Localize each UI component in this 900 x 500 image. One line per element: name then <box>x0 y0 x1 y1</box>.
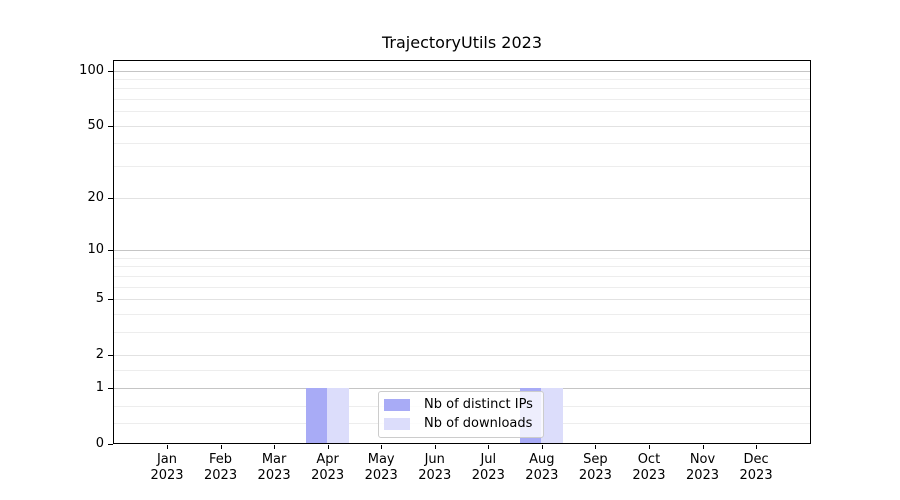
x-tick <box>648 445 650 449</box>
minor-gridline <box>114 78 810 80</box>
y-tick <box>108 298 113 300</box>
x-tick-label: Oct 2023 <box>619 452 679 484</box>
legend-label-distinct-ips: Nb of distinct IPs <box>424 397 533 413</box>
x-tick <box>381 445 383 449</box>
x-tick-month: Feb <box>209 452 233 467</box>
x-tick <box>702 445 704 449</box>
legend-swatch-downloads <box>384 417 410 430</box>
legend-entry-downloads: Nb of downloads <box>384 415 537 433</box>
y-tick <box>108 249 113 251</box>
x-tick-label: Jul 2023 <box>458 452 518 484</box>
x-tick-label: Dec 2023 <box>726 452 786 484</box>
x-tick-label: Aug 2023 <box>512 452 572 484</box>
x-tick-month: Nov <box>689 452 716 467</box>
y-tick-label: 2 <box>95 347 104 363</box>
minor-gridline <box>114 369 810 371</box>
x-tick-year: 2023 <box>204 468 238 483</box>
bar-downloads <box>327 387 349 443</box>
minor-gridline <box>114 286 810 288</box>
major-gridline <box>114 70 810 72</box>
y-tick <box>108 70 113 72</box>
major-gridline <box>114 298 810 300</box>
x-tick <box>327 445 329 449</box>
y-tick-label: 100 <box>79 62 104 78</box>
x-tick-label: Nov 2023 <box>673 452 733 484</box>
x-tick-year: 2023 <box>632 468 666 483</box>
x-tick-month: Aug <box>529 452 555 467</box>
x-tick-month: Jan <box>156 452 178 467</box>
x-tick-month: Jul <box>480 452 497 467</box>
x-tick-year: 2023 <box>739 468 773 483</box>
minor-gridline <box>114 275 810 277</box>
major-gridline <box>114 387 810 389</box>
minor-gridline <box>114 88 810 90</box>
legend-entry-distinct-ips: Nb of distinct IPs <box>384 396 537 414</box>
x-tick <box>274 445 276 449</box>
x-tick-label: May 2023 <box>351 452 411 484</box>
y-tick <box>108 197 113 199</box>
bar-distinct-ips <box>305 387 328 443</box>
major-gridline <box>114 197 810 199</box>
chart-title: TrajectoryUtils 2023 <box>381 33 542 52</box>
x-tick-month: Jun <box>424 452 445 467</box>
minor-gridline <box>114 331 810 333</box>
legend-swatch-distinct-ips <box>384 399 410 412</box>
major-gridline <box>114 249 810 251</box>
minor-gridline <box>114 313 810 315</box>
y-tick <box>108 387 113 389</box>
x-tick <box>167 445 168 449</box>
x-tick-year: 2023 <box>311 468 345 483</box>
x-tick <box>220 445 222 449</box>
major-gridline <box>114 125 810 127</box>
minor-gridline <box>114 257 810 259</box>
x-tick-year: 2023 <box>471 468 505 483</box>
minor-gridline <box>114 99 810 101</box>
x-tick-label: Sep 2023 <box>565 452 625 484</box>
x-tick-year: 2023 <box>578 468 612 483</box>
plot-area: Nb of distinct IPs Nb of downloads <box>113 60 811 444</box>
x-tick <box>595 445 597 449</box>
y-tick-label: 1 <box>95 379 104 395</box>
x-tick <box>756 445 758 449</box>
minor-gridline <box>114 143 810 145</box>
y-tick-label: 50 <box>87 117 104 133</box>
legend: Nb of distinct IPs Nb of downloads <box>378 391 544 438</box>
major-gridline <box>114 355 810 357</box>
x-tick-label: Apr 2023 <box>298 452 358 484</box>
y-tick-label: 10 <box>87 241 104 257</box>
minor-gridline <box>114 111 810 113</box>
x-tick-year: 2023 <box>418 468 452 483</box>
x-tick-month: Dec <box>743 452 769 467</box>
y-tick-label: 5 <box>95 290 104 306</box>
minor-gridline <box>114 166 810 168</box>
x-tick-year: 2023 <box>525 468 559 483</box>
x-tick-month: Apr <box>316 452 339 467</box>
x-tick <box>488 445 490 449</box>
x-tick-label: Mar 2023 <box>244 452 304 484</box>
x-tick-label: Feb 2023 <box>191 452 251 484</box>
x-tick-year: 2023 <box>364 468 398 483</box>
x-tick-month: Oct <box>637 452 661 467</box>
y-tick <box>108 355 113 357</box>
x-tick <box>541 445 543 449</box>
x-tick-year: 2023 <box>685 468 720 483</box>
y-tick-label: 20 <box>87 189 104 205</box>
legend-label-downloads: Nb of downloads <box>424 415 533 431</box>
x-tick-label: Jan 2023 <box>137 452 197 484</box>
x-tick-label: Jun 2023 <box>405 452 465 484</box>
bar-downloads <box>541 387 563 443</box>
x-tick <box>434 445 436 449</box>
x-tick-month: May <box>367 452 395 467</box>
y-tick-label: 0 <box>95 436 104 451</box>
x-tick-month: Sep <box>583 452 608 467</box>
x-tick-year: 2023 <box>257 468 291 483</box>
x-tick-month: Mar <box>261 452 287 467</box>
minor-gridline <box>114 266 810 268</box>
y-tick <box>108 444 113 445</box>
x-tick-year: 2023 <box>150 468 184 483</box>
y-tick <box>108 125 113 127</box>
